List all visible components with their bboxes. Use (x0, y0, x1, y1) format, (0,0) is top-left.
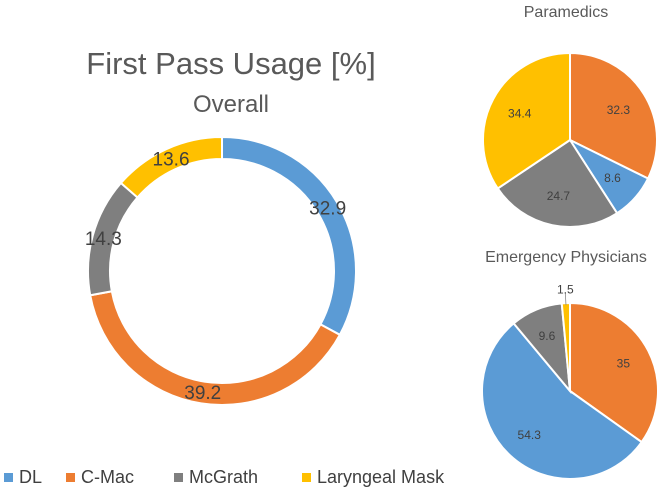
legend-swatch-mcgrath (174, 473, 183, 482)
paramedics-label-c-mac: 32.3 (607, 103, 631, 117)
overall-label-dl: 32.9 (309, 199, 346, 220)
legend-label-laryngeal-mask: Laryngeal Mask (317, 467, 445, 487)
legend-label-c-mac: C-Mac (81, 467, 134, 487)
paramedics-label-dl: 8.6 (604, 171, 621, 185)
main-title: First Pass Usage [%] (86, 46, 375, 81)
legend-swatch-laryngeal-mask (302, 473, 311, 482)
legend-label-dl: DL (19, 467, 42, 487)
legend-swatch-c-mac (66, 473, 75, 482)
legend-swatch-dl (4, 473, 13, 482)
emergency-label-dl: 54.3 (518, 428, 542, 442)
emergency-leader-laryngeal-mask (564, 293, 567, 306)
overall-slice-dl (221, 135, 357, 337)
emergency-label-mcgrath: 9.6 (539, 329, 556, 343)
paramedics-slice-mcgrath (496, 138, 619, 228)
emergency-slice-c-mac (569, 301, 659, 444)
overall-slice-laryngeal-mask (119, 135, 223, 199)
overall-label-c-mac: 39.2 (184, 383, 221, 404)
legend: DL C-Mac McGrath Laryngeal Mask (4, 467, 445, 487)
emergency-label-c-mac: 35 (617, 357, 631, 371)
legend-label-mcgrath: McGrath (189, 467, 258, 487)
paramedics-slice-laryngeal-mask (482, 51, 571, 190)
paramedics-slice-c-mac (569, 51, 658, 180)
emergency-label-laryngeal-mask: 1.5 (557, 282, 574, 296)
paramedics-title: Paramedics (524, 4, 608, 21)
paramedics-label-laryngeal-mask: 34.4 (508, 106, 532, 120)
overall-label-laryngeal-mask: 13.6 (153, 150, 190, 171)
emergency-physicians-title: Emergency Physicians (485, 249, 647, 266)
paramedics-label-mcgrath: 24.7 (547, 189, 571, 203)
overall-title: Overall (193, 91, 269, 118)
emergency-slice-dl (481, 321, 644, 480)
overall-label-mcgrath: 14.3 (85, 229, 122, 250)
